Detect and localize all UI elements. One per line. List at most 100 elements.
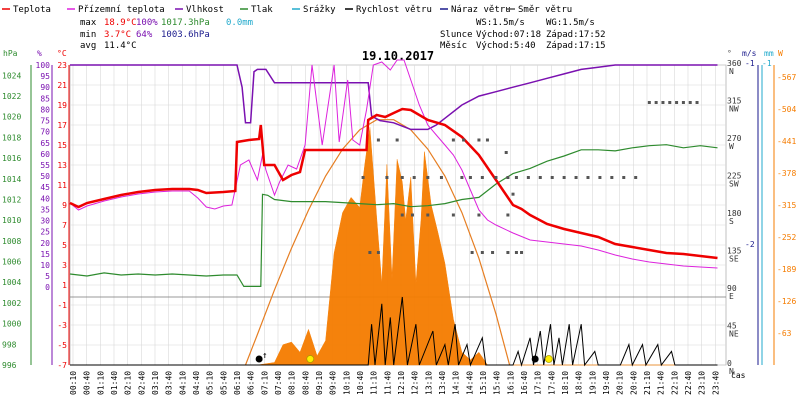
wind-dir-point bbox=[361, 176, 365, 179]
x-tick-label: 04:40 bbox=[192, 371, 201, 395]
x-tick-label: 05:10 bbox=[206, 371, 215, 395]
wind-dir-point bbox=[491, 251, 495, 254]
tick-humidity: 0 bbox=[45, 283, 50, 292]
wind-dir-point bbox=[460, 176, 464, 179]
tick-solar: -567 bbox=[777, 73, 796, 82]
wind-dir-point bbox=[439, 176, 443, 179]
stat-min-pres: 1003.6hPa bbox=[161, 30, 210, 40]
wind-dir-point bbox=[376, 251, 380, 254]
wind-dir-point bbox=[368, 251, 372, 254]
tick-solar: -441 bbox=[777, 137, 796, 146]
wind-dir-point bbox=[520, 251, 524, 254]
wind-dir-point bbox=[477, 138, 481, 142]
tick-solar: -504 bbox=[777, 105, 796, 114]
tick-humidity: 35 bbox=[40, 205, 50, 214]
tick-temperature: 19 bbox=[57, 101, 67, 110]
wind-dir-point bbox=[480, 251, 484, 254]
legend-label-7: Směr větru bbox=[518, 5, 572, 15]
wind-dir-point bbox=[506, 176, 510, 179]
x-tick-label: 18:40 bbox=[575, 371, 584, 395]
x-tick-label: 07:10 bbox=[260, 371, 269, 395]
wind-dir-point bbox=[477, 213, 481, 217]
tick-temperature: -3 bbox=[57, 321, 67, 330]
wind-dir-point bbox=[504, 151, 508, 154]
x-tick-label: 17:40 bbox=[547, 371, 556, 395]
x-tick-label: 21:10 bbox=[643, 371, 652, 395]
x-tick-label: 01:10 bbox=[96, 371, 105, 395]
axis-title-speed: m/s bbox=[742, 49, 757, 58]
x-tick-label: 19:40 bbox=[602, 371, 611, 395]
tick-dir: 315 bbox=[727, 97, 742, 106]
chart-date: 19.10.2017 bbox=[362, 49, 434, 63]
wind-dir-point bbox=[610, 176, 614, 179]
wind-dir-point bbox=[426, 176, 430, 179]
tick-temperature: 15 bbox=[57, 141, 67, 150]
wind-dir-point bbox=[675, 101, 679, 104]
plot-area: ↑ bbox=[69, 59, 718, 367]
tick-dir-label: SE bbox=[729, 255, 739, 264]
wind-dir-point bbox=[470, 251, 474, 254]
tick-temperature: 3 bbox=[62, 261, 67, 270]
tick-temperature: 9 bbox=[62, 201, 67, 210]
wind-dir-point bbox=[451, 213, 455, 217]
series-ground-temp bbox=[69, 59, 718, 269]
stat-min-temp: 3.7°C bbox=[104, 30, 131, 40]
moon-moonrise bbox=[255, 355, 263, 363]
grid bbox=[69, 64, 727, 366]
tick-hpa: 1018 bbox=[2, 133, 21, 142]
tick-humidity: 60 bbox=[40, 150, 50, 159]
tick-humidity: 25 bbox=[40, 228, 50, 237]
wind-dir-point bbox=[506, 251, 510, 254]
tick-speed: -2 bbox=[745, 240, 755, 249]
tick-dir-label: NE bbox=[729, 330, 739, 339]
info-sunset: Západ:17:52 bbox=[546, 30, 606, 40]
x-tick-label: 20:40 bbox=[629, 371, 638, 395]
tick-humidity: 45 bbox=[40, 183, 50, 192]
wind-dir-point bbox=[526, 176, 530, 179]
axis-title-humidity: % bbox=[37, 49, 42, 58]
wind-dir-point bbox=[511, 192, 515, 196]
x-tick-label: 02:40 bbox=[137, 371, 146, 395]
wind-dir-point bbox=[480, 176, 484, 179]
x-tick-label: 16:10 bbox=[506, 371, 515, 395]
x-tick-label: 00:10 bbox=[69, 371, 78, 395]
x-tick-label: 22:10 bbox=[670, 371, 679, 395]
wind-dir-point bbox=[376, 138, 380, 142]
sun-sunset bbox=[544, 355, 553, 363]
info-ws: WS:1.5m/s bbox=[476, 18, 525, 28]
x-tick-label: 06:40 bbox=[247, 371, 256, 395]
tick-solar: -315 bbox=[777, 201, 796, 210]
x-tick-label: 02:10 bbox=[124, 371, 133, 395]
wind-dir-point bbox=[506, 213, 510, 217]
stat-max-hum: 100% bbox=[136, 18, 158, 28]
x-tick-label: 16:40 bbox=[520, 371, 529, 395]
tick-hpa: 1022 bbox=[2, 92, 21, 101]
tick-humidity: 10 bbox=[40, 261, 50, 270]
axis-title-dir: ° bbox=[727, 49, 732, 58]
wind-dir-point bbox=[468, 176, 472, 179]
tick-humidity: 5 bbox=[45, 272, 50, 281]
tick-humidity: 75 bbox=[40, 117, 50, 126]
tick-hpa: 1024 bbox=[2, 71, 21, 80]
wind-dir-point bbox=[622, 176, 626, 179]
tick-solar: -189 bbox=[777, 265, 796, 274]
x-tick-label: 04:10 bbox=[178, 371, 187, 395]
x-tick-label: 20:10 bbox=[616, 371, 625, 395]
tick-dir-label: NW bbox=[729, 105, 739, 114]
x-tick-label: 17:10 bbox=[534, 371, 543, 395]
tick-temperature: 17 bbox=[57, 121, 67, 130]
stat-max-pres: 1017.3hPa bbox=[161, 18, 210, 28]
wind-dir-point bbox=[586, 176, 590, 179]
tick-hpa: 1016 bbox=[2, 154, 21, 163]
stat-min-hum: 64% bbox=[136, 30, 153, 40]
legend-label-4: Srážky bbox=[303, 5, 336, 15]
wind-dir-point bbox=[385, 176, 389, 179]
tick-hpa: 1006 bbox=[2, 258, 21, 267]
stat-max-rain: 0.0mm bbox=[226, 18, 253, 28]
x-tick-label: 08:10 bbox=[288, 371, 297, 395]
tick-humidity: 30 bbox=[40, 217, 50, 226]
wind-dir-point bbox=[688, 101, 692, 104]
tick-dir: 135 bbox=[727, 247, 742, 256]
legend-label-1: Přízemní teplota bbox=[78, 5, 165, 15]
axes: 00:10 00:40 01:10 01:40 02:10 02:40 03:10 03:40… bbox=[2, 49, 796, 395]
